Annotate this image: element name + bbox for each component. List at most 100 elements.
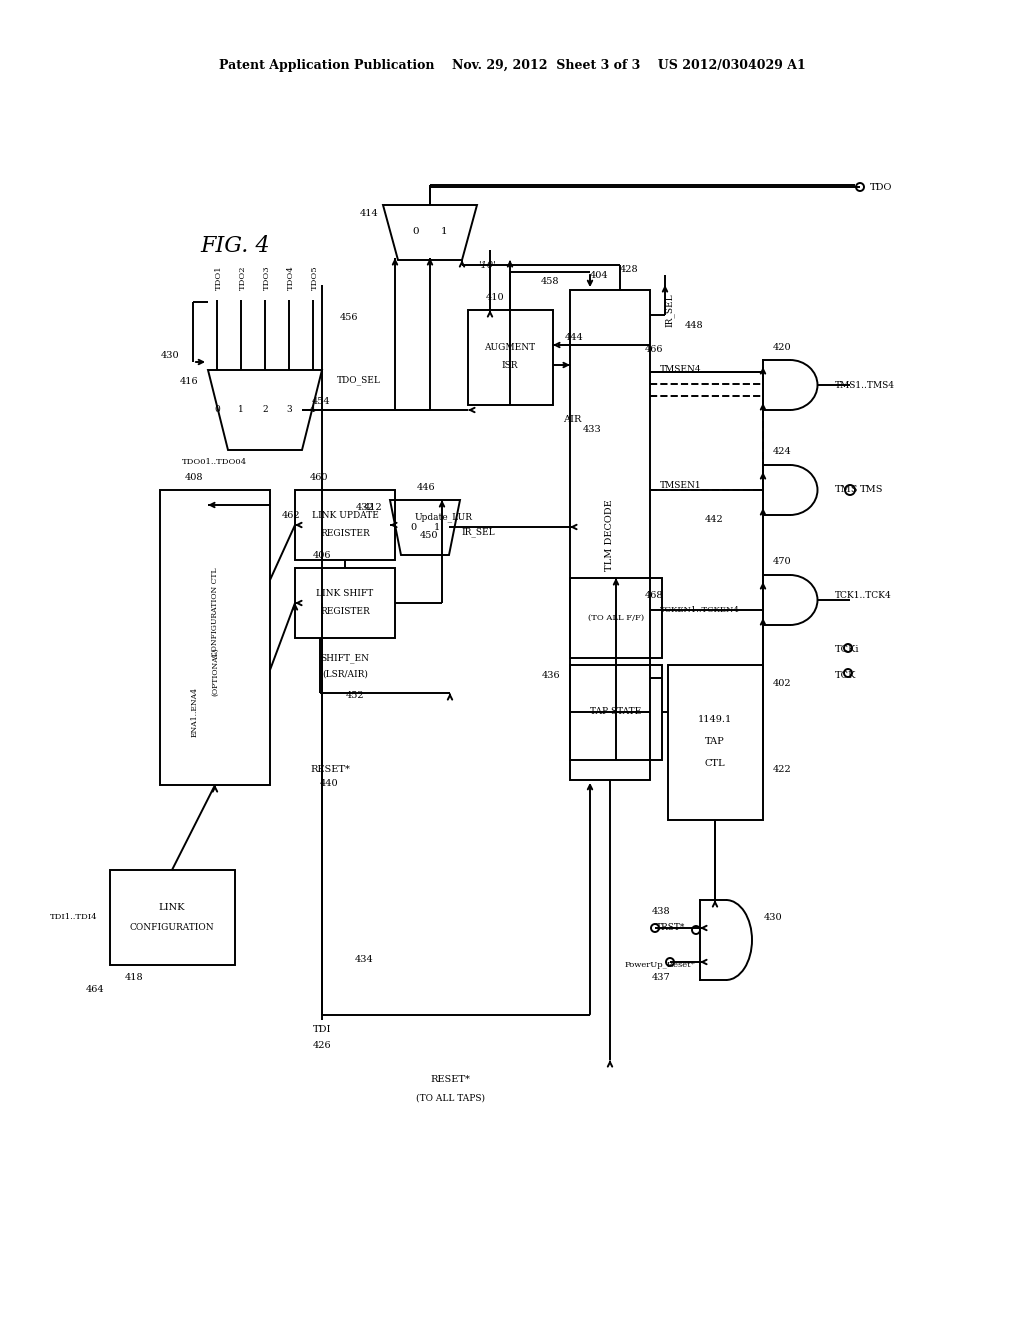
Text: TDO: TDO — [870, 182, 892, 191]
Text: Patent Application Publication    Nov. 29, 2012  Sheet 3 of 3    US 2012/0304029: Patent Application Publication Nov. 29, … — [219, 58, 805, 71]
Text: SHIFT_EN: SHIFT_EN — [321, 653, 370, 663]
Text: TDO3: TDO3 — [263, 265, 271, 290]
Text: TDI: TDI — [312, 1026, 331, 1035]
Text: REGISTER: REGISTER — [321, 607, 370, 616]
Text: 438: 438 — [651, 908, 670, 916]
Bar — [295, 490, 395, 560]
Text: 428: 428 — [620, 265, 639, 275]
Text: TLM DECODE: TLM DECODE — [605, 499, 614, 570]
Text: 426: 426 — [312, 1040, 332, 1049]
Text: 2: 2 — [262, 405, 268, 414]
Text: 460: 460 — [310, 474, 329, 483]
Bar — [295, 568, 395, 638]
Text: TDO_SEL: TDO_SEL — [337, 375, 381, 385]
Text: IR_SEL: IR_SEL — [665, 293, 675, 327]
Text: TDO5: TDO5 — [311, 265, 319, 290]
Text: 444: 444 — [565, 334, 584, 342]
Text: 432: 432 — [356, 503, 375, 512]
Text: 402: 402 — [773, 678, 792, 688]
Bar — [668, 665, 763, 820]
Text: TCK1..TCK4: TCK1..TCK4 — [835, 590, 892, 599]
Text: 0: 0 — [413, 227, 419, 236]
Bar — [570, 578, 662, 657]
Text: (OPTIONAL): (OPTIONAL) — [211, 648, 219, 697]
Text: TDI1..TDI4: TDI1..TDI4 — [50, 913, 98, 921]
Text: 434: 434 — [355, 956, 374, 965]
Text: 410: 410 — [486, 293, 505, 302]
Bar — [160, 490, 270, 785]
Text: TRST*: TRST* — [655, 924, 685, 932]
Text: 452: 452 — [346, 692, 365, 701]
Polygon shape — [390, 500, 460, 554]
Text: RESET*: RESET* — [430, 1076, 470, 1085]
Text: TMSEN1: TMSEN1 — [660, 480, 701, 490]
Text: TCK: TCK — [835, 671, 856, 680]
Text: TMSEN4: TMSEN4 — [660, 366, 701, 375]
Bar — [570, 665, 662, 760]
Text: IR_SEL: IR_SEL — [461, 527, 495, 537]
Text: 458: 458 — [541, 277, 559, 286]
Bar — [468, 310, 553, 405]
Text: 404: 404 — [590, 272, 608, 281]
Bar — [110, 870, 234, 965]
Text: TDO2: TDO2 — [239, 265, 247, 290]
Text: 446: 446 — [417, 483, 435, 492]
Text: 430: 430 — [161, 351, 179, 359]
Text: 420: 420 — [773, 342, 792, 351]
Text: 406: 406 — [313, 552, 332, 561]
Text: 464: 464 — [86, 986, 104, 994]
Text: 1: 1 — [239, 405, 244, 414]
Text: (TO ALL F/F): (TO ALL F/F) — [588, 614, 644, 622]
Text: 454: 454 — [312, 397, 331, 407]
Text: REGISTER: REGISTER — [321, 529, 370, 539]
Text: 456: 456 — [340, 314, 358, 322]
Text: 0: 0 — [410, 523, 416, 532]
Text: (TO ALL TAPS): (TO ALL TAPS) — [416, 1093, 484, 1102]
Text: TMS1..TMS4: TMS1..TMS4 — [835, 380, 895, 389]
Text: TCKi: TCKi — [835, 645, 859, 655]
Text: TDO4: TDO4 — [287, 265, 295, 290]
Text: 0: 0 — [214, 405, 220, 414]
Text: LINK UPDATE: LINK UPDATE — [311, 511, 379, 520]
Text: 414: 414 — [359, 209, 378, 218]
Text: 1: 1 — [440, 227, 447, 236]
Text: 408: 408 — [185, 474, 204, 483]
Text: 436: 436 — [542, 671, 560, 680]
Text: 412: 412 — [364, 503, 382, 512]
Text: '10': '10' — [478, 260, 496, 269]
Text: ENA1..ENA4: ENA1..ENA4 — [191, 686, 199, 737]
Text: TAP: TAP — [706, 738, 725, 747]
Text: 418: 418 — [125, 973, 143, 982]
Text: AIR: AIR — [563, 416, 582, 425]
Text: 462: 462 — [282, 511, 301, 520]
Text: 1: 1 — [434, 523, 440, 532]
Text: 3: 3 — [286, 405, 292, 414]
Text: TDO01..TDO04: TDO01..TDO04 — [182, 458, 248, 466]
Text: TDO1: TDO1 — [215, 265, 223, 290]
Text: AUGMENT: AUGMENT — [484, 342, 536, 351]
Polygon shape — [383, 205, 477, 260]
Text: CONFIGURATION CTL: CONFIGURATION CTL — [211, 568, 219, 657]
Text: 416: 416 — [179, 378, 198, 387]
Text: 1149.1: 1149.1 — [698, 715, 732, 725]
Text: ISR: ISR — [502, 360, 518, 370]
Text: 468: 468 — [645, 590, 664, 599]
Text: Update_LUR: Update_LUR — [415, 512, 473, 521]
Text: TAP STATE: TAP STATE — [591, 708, 642, 717]
Text: LINK: LINK — [159, 903, 185, 912]
Text: 442: 442 — [705, 516, 724, 524]
Text: 440: 440 — [319, 779, 339, 788]
Text: CTL: CTL — [705, 759, 725, 768]
Text: LINK SHIFT: LINK SHIFT — [316, 590, 374, 598]
Text: TMS: TMS — [835, 486, 858, 495]
Text: 470: 470 — [773, 557, 792, 566]
Text: TCKEN1..TCKEN4: TCKEN1..TCKEN4 — [660, 606, 740, 614]
Text: 450: 450 — [420, 531, 438, 540]
Text: 430: 430 — [764, 913, 782, 923]
Text: 433: 433 — [583, 425, 602, 434]
Text: PowerUp_Reset*: PowerUp_Reset* — [625, 961, 695, 969]
Text: TMS: TMS — [860, 486, 884, 495]
Text: 466: 466 — [645, 346, 664, 355]
Text: 422: 422 — [773, 766, 792, 775]
Text: 4: 4 — [310, 405, 315, 414]
